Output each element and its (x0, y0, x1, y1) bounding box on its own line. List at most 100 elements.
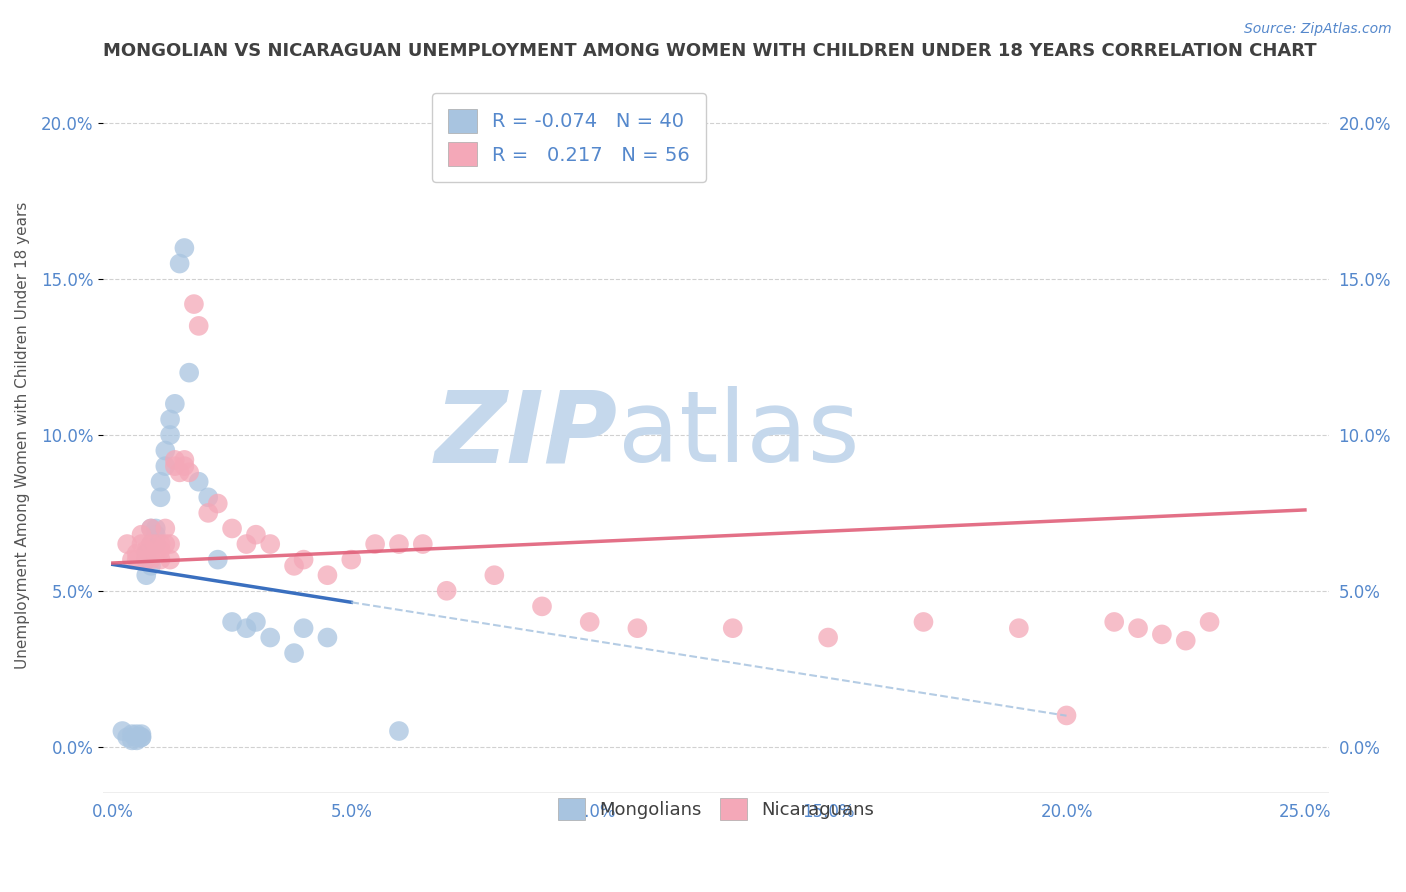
Point (179, 466, 201, 480)
Point (121, 727, 143, 741)
Point (1102, 615, 1125, 629)
Point (187, 475, 209, 489)
Point (145, 537, 167, 551)
Point (125, 546, 148, 560)
Point (388, 537, 411, 551)
Point (149, 552, 172, 566)
Point (578, 615, 600, 629)
Point (155, 537, 177, 551)
Point (115, 537, 138, 551)
Point (235, 621, 257, 635)
Point (145, 546, 167, 560)
Point (364, 537, 387, 551)
Point (316, 631, 339, 645)
Point (131, 527, 153, 541)
Legend: Mongolians, Nicaraguans: Mongolians, Nicaraguans (544, 783, 889, 835)
Point (163, 397, 186, 411)
Point (1056, 708, 1078, 723)
Point (173, 241, 195, 255)
Text: ZIP: ZIP (434, 386, 619, 483)
Point (149, 543, 172, 558)
Point (149, 475, 172, 489)
Point (135, 552, 157, 566)
Point (163, 453, 186, 467)
Point (139, 537, 162, 551)
Point (1150, 627, 1173, 641)
Y-axis label: Unemployment Among Women with Children Under 18 years: Unemployment Among Women with Children U… (15, 202, 30, 669)
Point (145, 537, 167, 551)
Point (111, 724, 134, 739)
Point (135, 546, 157, 560)
Point (1008, 621, 1031, 635)
Text: MONGOLIAN VS NICARAGUAN UNEMPLOYMENT AMONG WOMEN WITH CHILDREN UNDER 18 YEARS CO: MONGOLIAN VS NICARAGUAN UNEMPLOYMENT AMO… (103, 42, 1317, 60)
Point (125, 731, 148, 745)
Point (1174, 633, 1197, 648)
Point (245, 615, 267, 629)
Point (187, 318, 209, 333)
Point (316, 568, 339, 582)
Point (817, 631, 839, 645)
Point (484, 568, 506, 582)
Point (412, 537, 434, 551)
Point (531, 599, 554, 614)
Point (197, 491, 219, 505)
Point (125, 727, 148, 741)
Point (139, 521, 162, 535)
Point (145, 521, 167, 535)
Point (179, 366, 201, 380)
Point (173, 453, 195, 467)
Point (125, 733, 148, 747)
Point (125, 552, 148, 566)
Point (135, 543, 157, 558)
Point (340, 552, 363, 566)
Point (145, 527, 167, 541)
Point (283, 646, 305, 660)
Point (135, 552, 157, 566)
Point (259, 631, 281, 645)
Point (139, 537, 162, 551)
Point (183, 297, 205, 311)
Point (121, 733, 143, 747)
Point (197, 506, 219, 520)
Point (283, 558, 305, 573)
Point (245, 527, 267, 541)
Point (155, 459, 177, 474)
Point (1198, 615, 1220, 629)
Point (912, 615, 935, 629)
Point (139, 552, 162, 566)
Text: atlas: atlas (619, 386, 859, 483)
Point (259, 537, 281, 551)
Point (155, 521, 177, 535)
Point (169, 256, 191, 270)
Point (626, 621, 648, 635)
Point (721, 621, 744, 635)
Point (388, 724, 411, 739)
Point (163, 459, 186, 474)
Point (1126, 621, 1149, 635)
Point (131, 727, 153, 741)
Point (235, 537, 257, 551)
Point (149, 537, 172, 551)
Point (159, 412, 181, 426)
Point (292, 621, 315, 635)
Point (292, 552, 315, 566)
Point (159, 428, 181, 442)
Point (155, 443, 177, 458)
Point (135, 568, 157, 582)
Point (169, 466, 191, 480)
Point (221, 521, 243, 535)
Point (207, 552, 229, 566)
Text: Source: ZipAtlas.com: Source: ZipAtlas.com (1244, 22, 1392, 37)
Point (139, 558, 162, 573)
Point (436, 583, 458, 598)
Point (139, 521, 162, 535)
Point (115, 731, 138, 745)
Point (121, 552, 143, 566)
Point (159, 537, 181, 551)
Point (149, 491, 172, 505)
Point (173, 459, 195, 474)
Point (221, 615, 243, 629)
Point (131, 537, 153, 551)
Point (159, 552, 181, 566)
Point (207, 496, 229, 510)
